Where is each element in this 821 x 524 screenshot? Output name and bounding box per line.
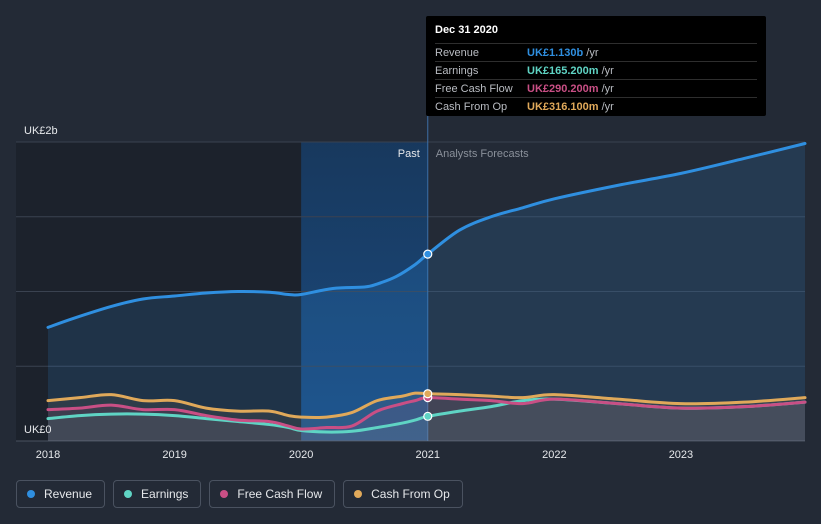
legend-item-cash-from-op[interactable]: Cash From Op [343, 480, 463, 508]
free-cash-flow-line [46, 396, 807, 431]
revenue-area [48, 143, 805, 441]
x-tick-label: 2023 [669, 449, 693, 461]
legend-item-free-cash-flow[interactable]: Free Cash Flow [209, 480, 336, 508]
legend-dot-icon [124, 490, 133, 498]
x-axis-labels: 2018 2019 2020 2021 2022 2023 [36, 449, 693, 461]
series-markers [423, 249, 433, 421]
y-axis-labels: UK£2b UK£0 [24, 125, 58, 436]
tooltip-value: UK£1.130b [527, 47, 584, 59]
tooltip-label: Revenue [435, 47, 480, 59]
tooltip-row-earnings: Earnings UK£165.200m /yr [435, 61, 757, 79]
tooltip-unit: /yr [601, 101, 614, 113]
tooltip-label: Earnings [435, 65, 479, 77]
forecast-region-label: Analysts Forecasts [436, 148, 529, 160]
legend-item-revenue[interactable]: Revenue [16, 480, 106, 508]
tooltip-value: UK£165.200m [527, 65, 599, 77]
x-tick-label: 2018 [36, 449, 60, 461]
legend-dot-icon [220, 490, 229, 498]
data-tooltip: Dec 31 2020 Revenue UK£1.130b /yr Earnin… [426, 16, 766, 116]
legend-dot-icon [27, 490, 35, 498]
tooltip-unit: /yr [601, 83, 614, 95]
x-tick-label: 2019 [162, 449, 186, 461]
tooltip-value: UK£316.100m [527, 101, 599, 113]
legend-label: Earnings [141, 487, 189, 501]
x-tick-label: 2020 [289, 449, 313, 461]
tooltip-value: UK£290.200m [527, 83, 599, 95]
chart-legend: Revenue Earnings Free Cash Flow Cash Fro… [16, 480, 463, 510]
past-region-label: Past [398, 148, 420, 160]
tooltip-row-free-cash-flow: Free Cash Flow UK£290.200m /yr [435, 79, 757, 97]
legend-label: Free Cash Flow [237, 487, 323, 501]
series-lines [46, 141, 807, 434]
tooltip-unit: /yr [601, 65, 614, 77]
legend-label: Cash From Op [371, 487, 450, 501]
y-tick-label: UK£0 [24, 424, 52, 436]
cash-from-op-line [46, 391, 807, 419]
tooltip-label: Cash From Op [435, 101, 508, 113]
earnings-marker [423, 411, 433, 421]
revenue-line [46, 141, 807, 329]
legend-item-earnings[interactable]: Earnings [113, 480, 202, 508]
legend-label: Revenue [44, 487, 93, 501]
cash-from-op-marker [423, 389, 433, 399]
tooltip-label: Free Cash Flow [435, 83, 513, 95]
tooltip-row-revenue: Revenue UK£1.130b /yr [435, 43, 757, 61]
x-tick-label: 2021 [416, 449, 440, 461]
tooltip-row-cash-from-op: Cash From Op UK£316.100m /yr [435, 97, 757, 115]
x-tick-label: 2022 [542, 449, 566, 461]
tooltip-date: Dec 31 2020 [435, 24, 498, 36]
revenue-marker [423, 249, 433, 259]
y-tick-label: UK£2b [24, 125, 58, 137]
legend-dot-icon [354, 490, 363, 498]
tooltip-unit: /yr [586, 47, 599, 59]
